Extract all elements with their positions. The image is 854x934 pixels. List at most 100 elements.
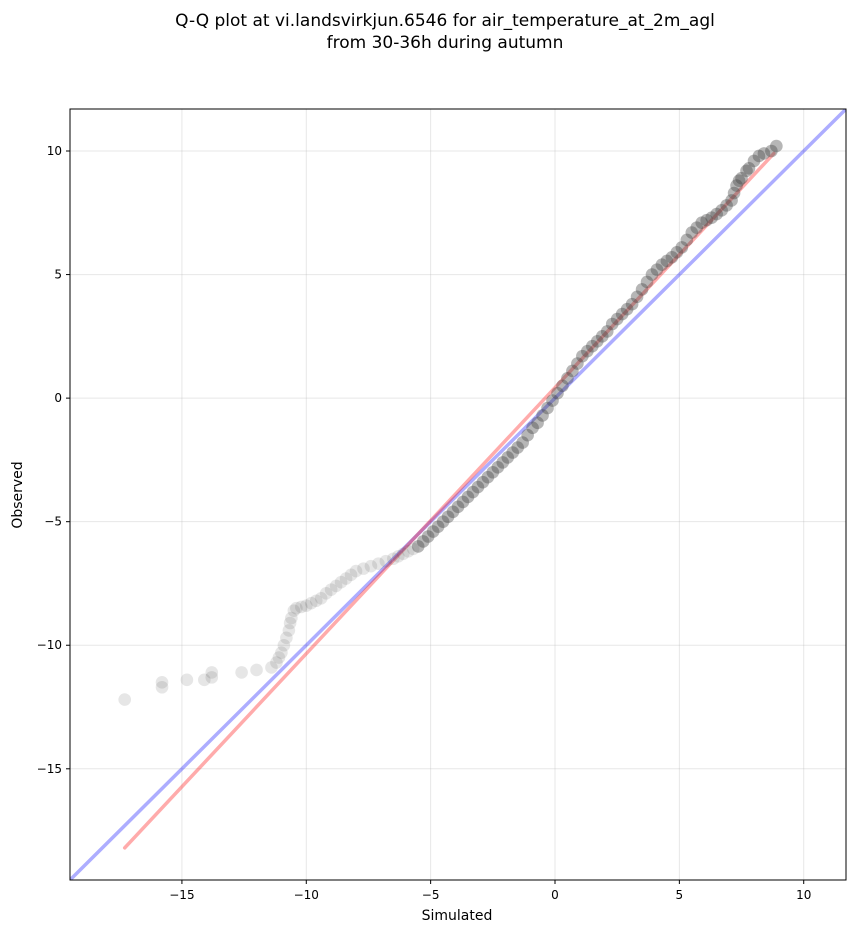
quantile-point bbox=[620, 302, 634, 316]
quantile-point bbox=[205, 671, 219, 684]
quantile-point bbox=[426, 525, 440, 538]
quantile-point bbox=[314, 591, 328, 605]
quantile-point bbox=[732, 174, 746, 187]
quantile-point bbox=[516, 436, 529, 449]
quantile-point bbox=[526, 421, 539, 435]
quantile-point bbox=[431, 520, 445, 533]
quantile-point bbox=[660, 254, 674, 268]
quantile-point bbox=[576, 349, 589, 363]
title-line-2: from 30-36h during autumn bbox=[327, 33, 564, 53]
fit-line bbox=[122, 151, 776, 850]
quantile-point bbox=[441, 510, 455, 524]
quantile-point bbox=[406, 542, 420, 556]
quantile-point bbox=[272, 651, 286, 664]
x-tick-label: −5 bbox=[422, 888, 440, 902]
quantile-point bbox=[235, 666, 248, 679]
quantile-point bbox=[730, 179, 743, 192]
quantile-point bbox=[615, 307, 629, 321]
quantile-point bbox=[379, 554, 393, 568]
quantile-point bbox=[344, 568, 358, 582]
quantile-point bbox=[770, 139, 783, 153]
quantile-point bbox=[118, 693, 132, 706]
plot-frame bbox=[69, 108, 847, 881]
quantile-point bbox=[155, 676, 169, 689]
y-axis-label: Observed bbox=[10, 461, 26, 528]
quantile-point bbox=[590, 334, 604, 348]
quantile-point bbox=[461, 490, 475, 504]
quantile-point bbox=[551, 386, 564, 400]
y-tick-label: 5 bbox=[54, 268, 62, 282]
quantile-point bbox=[715, 204, 728, 217]
quantile-point bbox=[180, 673, 194, 687]
quantile-point bbox=[610, 312, 624, 326]
quantile-point bbox=[571, 357, 584, 370]
quantile-point bbox=[401, 545, 415, 558]
quantile-point bbox=[446, 505, 460, 519]
x-tick-label: −15 bbox=[169, 888, 194, 902]
quantile-point bbox=[595, 330, 609, 343]
quantile-point bbox=[304, 596, 318, 610]
quantile-point bbox=[329, 579, 343, 593]
quantile-point bbox=[466, 485, 480, 499]
quantile-point bbox=[566, 364, 579, 378]
quantile-point bbox=[506, 446, 520, 459]
quantile-point bbox=[700, 213, 714, 227]
quantile-point bbox=[605, 317, 619, 331]
quantile-point bbox=[521, 428, 534, 442]
x-tick-label: 0 bbox=[551, 888, 559, 902]
quantile-point bbox=[287, 604, 301, 617]
quantile-point bbox=[680, 233, 694, 247]
quantile-point bbox=[695, 216, 709, 229]
quantile-point bbox=[387, 552, 400, 566]
quantile-point bbox=[670, 246, 684, 259]
quantile-point bbox=[265, 661, 278, 674]
quantile-point bbox=[280, 631, 293, 645]
quantile-point bbox=[486, 465, 500, 479]
quantile-point bbox=[392, 549, 405, 563]
quantile-point bbox=[561, 372, 574, 385]
quantile-point bbox=[198, 673, 211, 687]
quantile-point bbox=[735, 171, 748, 185]
quantile-point bbox=[334, 575, 348, 589]
quantile-point bbox=[546, 394, 559, 407]
quantile-point bbox=[396, 547, 410, 561]
quantile-point bbox=[742, 162, 756, 175]
quantile-point bbox=[456, 495, 470, 509]
quantile-point bbox=[655, 258, 669, 271]
quantile-point bbox=[556, 379, 569, 393]
quantile-point bbox=[586, 339, 599, 353]
quantile-point bbox=[309, 594, 323, 608]
quantile-point bbox=[372, 557, 385, 570]
quantile-point bbox=[275, 646, 288, 659]
quantile-point bbox=[496, 456, 510, 469]
quantile-point bbox=[481, 470, 495, 484]
quantile-point bbox=[752, 149, 766, 163]
title-line-1: Q-Q plot at vi.landsvirkjun.6546 for air… bbox=[175, 11, 715, 31]
quantile-point bbox=[630, 290, 644, 304]
quantile-point bbox=[277, 638, 291, 652]
quantile-point bbox=[757, 147, 771, 160]
x-axis: −15 −10 −5 0 5 10 bbox=[169, 880, 811, 902]
quantile-point bbox=[747, 154, 761, 168]
quantile-point bbox=[765, 144, 778, 158]
y-axis: −15 −10 −5 0 5 10 bbox=[37, 144, 70, 776]
quantile-point bbox=[324, 583, 338, 596]
quantile-point bbox=[416, 535, 430, 548]
quantile-point bbox=[685, 226, 699, 239]
y-tick-label: −10 bbox=[37, 638, 62, 652]
quantile-point bbox=[290, 601, 303, 615]
quantile-point bbox=[285, 611, 298, 625]
quantile-point bbox=[471, 480, 485, 494]
quantile-point bbox=[581, 344, 594, 358]
quantile-point bbox=[705, 211, 718, 225]
quantile-point bbox=[319, 587, 333, 600]
quantile-point bbox=[339, 572, 353, 585]
quantile-point bbox=[295, 600, 308, 614]
quantile-point bbox=[675, 241, 689, 254]
quantile-point bbox=[727, 186, 741, 200]
y-tick-label: −5 bbox=[44, 515, 62, 529]
quantile-point bbox=[357, 562, 370, 575]
reference-lines bbox=[70, 109, 846, 880]
quantile-point bbox=[725, 194, 738, 207]
